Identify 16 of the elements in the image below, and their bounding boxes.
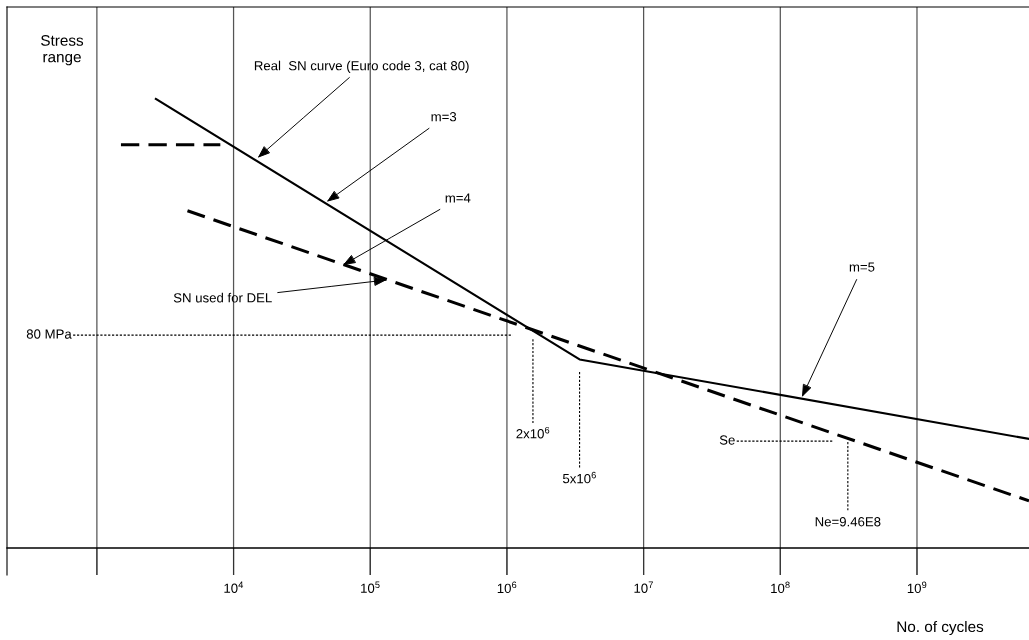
series-label: Se — [719, 435, 735, 445]
x-tick-label: 10$^{8}$ — [771, 581, 790, 594]
x-tick-label: 10$^{5}$ — [361, 581, 380, 593]
x-tick-label: 10$^{6}$ — [497, 581, 517, 594]
series-label: Ne=9.46E8 — [815, 517, 881, 527]
series-label: 80 MPa — [26, 329, 72, 339]
x-tick-label: 10$^{9}$ — [907, 581, 927, 594]
y-axis-title: Stress range — [41, 35, 84, 66]
x-tick-label: 10$^{7}$ — [634, 581, 653, 593]
x-tick-label: 10$^{4}$ — [224, 581, 244, 593]
series-label: 5x10$^{6}$ — [562, 471, 596, 484]
annotation: m=4 — [445, 193, 471, 203]
annotation: m=5 — [849, 262, 875, 272]
annotation: m=3 — [431, 112, 457, 122]
x-axis-title: No. of cycles — [897, 620, 984, 636]
series-label: 2x10$^{6}$ — [516, 426, 550, 439]
